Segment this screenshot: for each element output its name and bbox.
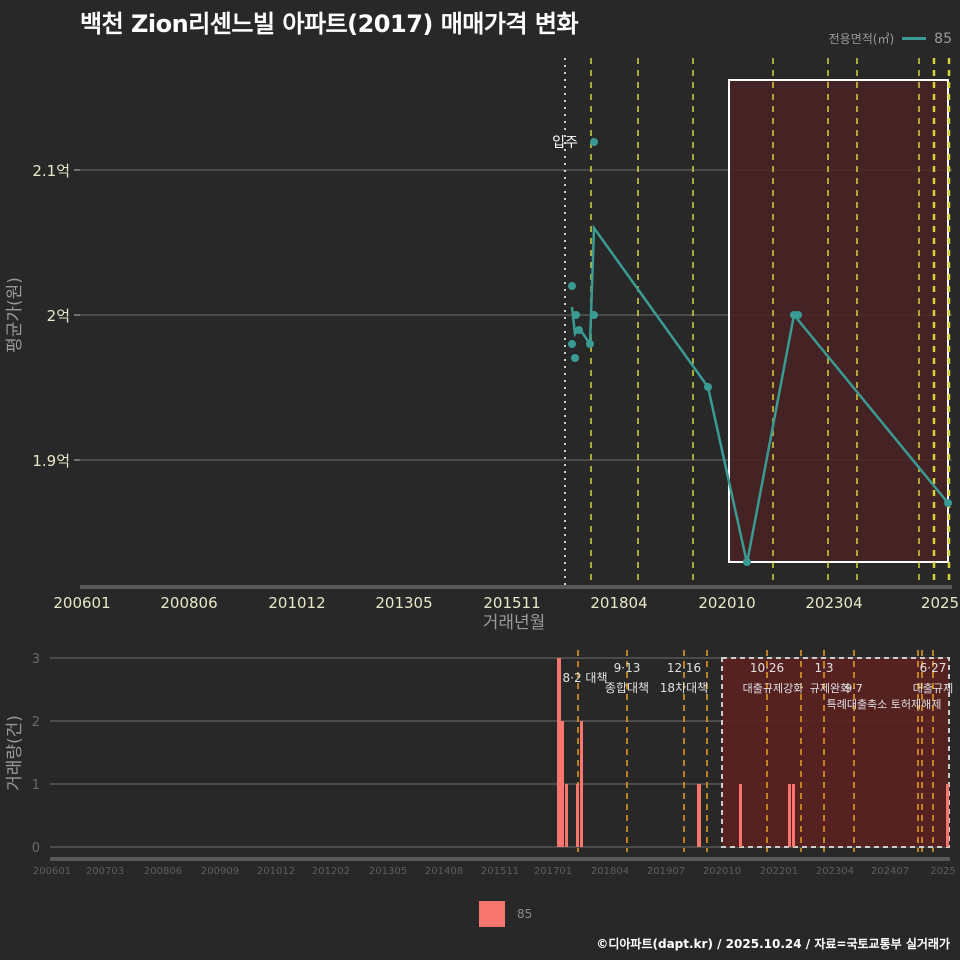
price-chart: 2.1억 2억 1.9억 200601 200806 201012 201305… xyxy=(5,58,959,633)
policy-date: 12·16 xyxy=(667,661,701,675)
legend-title: 전용면적(㎡) xyxy=(828,32,895,46)
x-tick: 202201 xyxy=(760,866,798,877)
highlight-region xyxy=(728,79,949,563)
x-tick: 201804 xyxy=(591,866,629,877)
x-tick: 2025 xyxy=(921,594,959,612)
x-tick: 201511 xyxy=(483,594,540,612)
policy-label: 특례대출축소 토허제해제 xyxy=(827,697,942,711)
policy-label: 종합대책 xyxy=(605,680,649,695)
policy-label: 대출규제 xyxy=(913,682,953,695)
x-axis-label: 거래년월 xyxy=(483,613,546,633)
x-tick: 201012 xyxy=(257,866,295,877)
legend-bottom: 85 xyxy=(479,901,532,927)
x-tick: 201305 xyxy=(375,594,432,612)
x-tick: 201408 xyxy=(425,866,463,877)
legend-label: 85 xyxy=(934,30,952,47)
x-tick: 201511 xyxy=(481,866,519,877)
x-tick: 201701 xyxy=(534,866,572,877)
y-tick-1-9: 1.9억 xyxy=(32,452,70,470)
legend-label: 85 xyxy=(517,907,533,921)
legend-line-swatch-icon xyxy=(902,37,927,40)
x-tick: 202010 xyxy=(703,866,741,877)
y-tick: 1 xyxy=(32,778,40,793)
x-tick: 2025 xyxy=(930,866,955,877)
policy-label: 대출규제강화 xyxy=(743,682,804,695)
highlight-region xyxy=(721,657,950,848)
y-axis-label: 거래량(건) xyxy=(5,715,25,791)
policy-date: 9·13 xyxy=(614,661,641,675)
policy-label: 규제완화 xyxy=(810,682,850,695)
x-tick: 201907 xyxy=(647,866,685,877)
x-tick: 201202 xyxy=(312,866,350,877)
x-tick: 200601 xyxy=(33,866,71,877)
policy-label: 8·2 대책 xyxy=(563,670,608,685)
x-tick: 200806 xyxy=(144,866,182,877)
y-axis-label: 평균가(원) xyxy=(5,277,25,353)
x-tick: 202304 xyxy=(816,866,854,877)
x-tick: 200806 xyxy=(160,594,217,612)
y-tick-2-0: 2억 xyxy=(47,307,70,325)
policy-date: 9·7 xyxy=(845,682,863,695)
policy-date: 10·26 xyxy=(750,661,784,675)
volume-chart: 8·2 대책 9·13 종합대책 12·16 18차대책 10·26 대출규제강… xyxy=(5,650,956,877)
legend-top: 전용면적(㎡) 85 xyxy=(829,30,952,47)
chart-title: 백천 Zion리센느빌 아파트(2017) 매매가격 변화 xyxy=(80,10,579,38)
x-tick: 202304 xyxy=(805,594,862,612)
policy-date: 6·27 xyxy=(920,661,947,675)
x-tick: 201012 xyxy=(268,594,325,612)
x-tick: 201804 xyxy=(590,594,647,612)
x-tick: 200601 xyxy=(53,594,110,612)
policy-date: 1·3 xyxy=(814,661,833,675)
y-tick-2-1: 2.1억 xyxy=(32,162,70,180)
x-tick: 200909 xyxy=(201,866,239,877)
source-footer: ©디아파트(dapt.kr) / 2025.10.24 / 자료=국토교통부 실… xyxy=(596,937,950,951)
x-tick: 202407 xyxy=(871,866,909,877)
x-tick: 201305 xyxy=(369,866,407,877)
policy-label: 18차대책 xyxy=(660,680,708,695)
move-in-annotation: 입주 xyxy=(552,135,578,151)
x-tick: 202010 xyxy=(698,594,755,612)
y-tick: 2 xyxy=(32,715,40,730)
x-tick: 200703 xyxy=(86,866,124,877)
y-tick: 3 xyxy=(32,652,40,667)
legend-bar-swatch-icon xyxy=(479,901,505,927)
y-tick: 0 xyxy=(32,841,40,856)
